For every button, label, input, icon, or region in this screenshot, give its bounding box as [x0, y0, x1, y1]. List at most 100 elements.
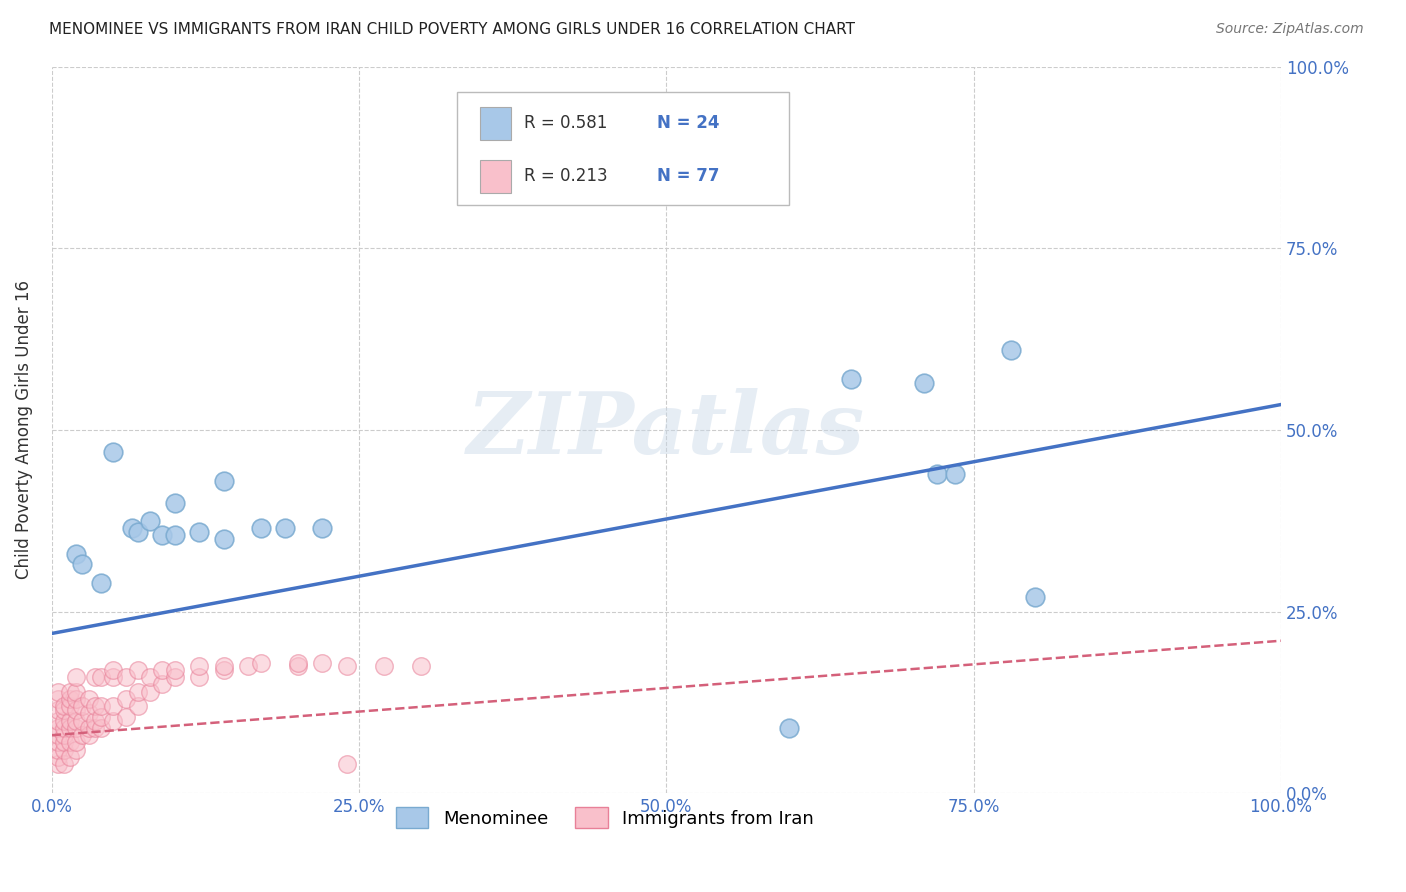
Point	[925, 467, 948, 481]
Point	[83, 670, 105, 684]
Point	[127, 684, 149, 698]
Point	[65, 735, 87, 749]
Point	[46, 750, 69, 764]
Point	[150, 663, 173, 677]
Point	[53, 735, 76, 749]
Point	[72, 728, 94, 742]
Point	[53, 757, 76, 772]
Point	[139, 670, 162, 684]
Point	[212, 663, 235, 677]
Point	[59, 691, 82, 706]
Text: Source: ZipAtlas.com: Source: ZipAtlas.com	[1216, 22, 1364, 37]
Text: N = 24: N = 24	[657, 114, 718, 132]
Point	[53, 743, 76, 757]
Point	[778, 721, 800, 735]
Point	[90, 721, 112, 735]
Point	[188, 524, 211, 539]
Point	[163, 663, 186, 677]
Point	[274, 521, 297, 535]
Point	[65, 721, 87, 735]
Point	[249, 521, 271, 535]
Point	[59, 699, 82, 714]
Y-axis label: Child Poverty Among Girls Under 16: Child Poverty Among Girls Under 16	[15, 280, 32, 580]
Point	[59, 735, 82, 749]
Point	[127, 699, 149, 714]
Point	[65, 714, 87, 728]
Point	[114, 670, 136, 684]
Point	[77, 691, 100, 706]
Point	[1024, 590, 1046, 604]
Point	[72, 699, 94, 714]
Point	[336, 659, 359, 673]
Point	[943, 467, 966, 481]
Text: R = 0.581: R = 0.581	[524, 114, 607, 132]
Text: R = 0.213: R = 0.213	[524, 168, 607, 186]
Point	[53, 728, 76, 742]
Point	[212, 659, 235, 673]
Point	[1000, 343, 1022, 357]
Point	[114, 691, 136, 706]
Point	[754, 169, 776, 183]
Point	[65, 670, 87, 684]
Point	[212, 474, 235, 488]
Point	[188, 659, 211, 673]
Point	[46, 743, 69, 757]
Point	[103, 663, 125, 677]
Point	[839, 372, 862, 386]
Point	[163, 496, 186, 510]
Point	[114, 710, 136, 724]
Point	[65, 547, 87, 561]
Point	[46, 714, 69, 728]
Point	[46, 721, 69, 735]
Point	[46, 757, 69, 772]
Point	[83, 714, 105, 728]
Point	[72, 558, 94, 572]
Point	[103, 670, 125, 684]
Point	[65, 703, 87, 717]
Point	[53, 699, 76, 714]
Point	[287, 659, 309, 673]
Point	[163, 670, 186, 684]
Point	[249, 656, 271, 670]
Point	[83, 699, 105, 714]
Point	[72, 714, 94, 728]
Point	[103, 699, 125, 714]
Point	[65, 684, 87, 698]
Point	[53, 703, 76, 717]
Point	[90, 699, 112, 714]
Point	[139, 514, 162, 528]
Point	[127, 524, 149, 539]
Point	[77, 721, 100, 735]
Point	[103, 444, 125, 458]
Point	[90, 575, 112, 590]
Text: ZIPatlas: ZIPatlas	[467, 388, 866, 472]
Point	[53, 721, 76, 735]
Text: MENOMINEE VS IMMIGRANTS FROM IRAN CHILD POVERTY AMONG GIRLS UNDER 16 CORRELATION: MENOMINEE VS IMMIGRANTS FROM IRAN CHILD …	[49, 22, 855, 37]
Point	[59, 714, 82, 728]
Point	[336, 757, 359, 772]
Point	[163, 528, 186, 542]
Point	[77, 706, 100, 721]
FancyBboxPatch shape	[457, 92, 789, 204]
Point	[311, 656, 333, 670]
Point	[65, 691, 87, 706]
Point	[59, 750, 82, 764]
Point	[409, 659, 432, 673]
Point	[77, 728, 100, 742]
Point	[46, 691, 69, 706]
Point	[373, 659, 395, 673]
Point	[46, 703, 69, 717]
Legend: Menominee, Immigrants from Iran: Menominee, Immigrants from Iran	[388, 800, 821, 835]
Point	[212, 532, 235, 546]
Point	[53, 714, 76, 728]
FancyBboxPatch shape	[479, 106, 512, 140]
Point	[90, 710, 112, 724]
Point	[139, 684, 162, 698]
Point	[83, 721, 105, 735]
Point	[46, 728, 69, 742]
FancyBboxPatch shape	[479, 160, 512, 193]
Point	[150, 528, 173, 542]
Text: N = 77: N = 77	[657, 168, 718, 186]
Point	[188, 670, 211, 684]
Point	[150, 677, 173, 691]
